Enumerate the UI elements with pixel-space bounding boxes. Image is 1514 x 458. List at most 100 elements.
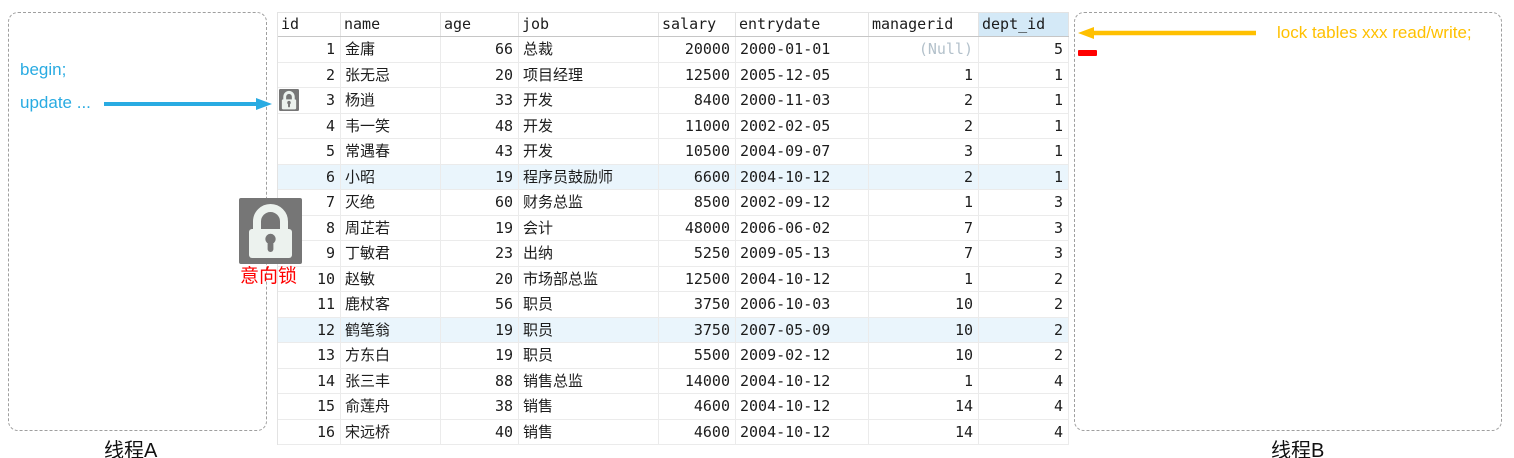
cell-dept_id: 1 bbox=[979, 88, 1069, 113]
cell-managerid: 10 bbox=[869, 292, 979, 317]
cell-dept_id: 1 bbox=[979, 164, 1069, 189]
cell-id: 13 bbox=[278, 343, 341, 368]
cell-job: 开发 bbox=[519, 88, 659, 113]
cell-id: 5 bbox=[278, 139, 341, 164]
table-row: 8 周芷若 19 会计 48000 2006-06-02 7 3 bbox=[278, 215, 1069, 241]
cell-id: 9 bbox=[278, 241, 341, 266]
cell-managerid: (Null) bbox=[869, 37, 979, 62]
table-row: 9 丁敏君 23 出纳 5250 2009-05-13 7 3 bbox=[278, 241, 1069, 267]
cell-age: 88 bbox=[441, 368, 519, 393]
cell-dept_id: 3 bbox=[979, 215, 1069, 240]
cell-dept_id: 2 bbox=[979, 266, 1069, 291]
cell-dept_id: 5 bbox=[979, 37, 1069, 62]
cell-salary: 11000 bbox=[659, 113, 736, 138]
cell-age: 19 bbox=[441, 317, 519, 342]
cell-name: 灭绝 bbox=[341, 190, 441, 215]
cell-age: 19 bbox=[441, 215, 519, 240]
cell-job: 开发 bbox=[519, 139, 659, 164]
cell-id: 11 bbox=[278, 292, 341, 317]
table-row: 6 小昭 19 程序员鼓励师 6600 2004-10-12 2 1 bbox=[278, 164, 1069, 190]
cell-name: 赵敏 bbox=[341, 266, 441, 291]
cell-entrydate: 2004-10-12 bbox=[736, 394, 869, 419]
cell-entrydate: 2000-01-01 bbox=[736, 37, 869, 62]
lock-tables-arrow-icon bbox=[1078, 27, 1256, 39]
column-header-job: job bbox=[519, 13, 659, 36]
cell-entrydate: 2000-11-03 bbox=[736, 88, 869, 113]
lock-tables-statement: lock tables xxx read/write; bbox=[1277, 23, 1472, 42]
cell-id: 4 bbox=[278, 113, 341, 138]
cell-dept_id: 1 bbox=[979, 113, 1069, 138]
cell-name: 宋远桥 bbox=[341, 419, 441, 444]
cell-job: 销售 bbox=[519, 419, 659, 444]
column-header-managerid: managerid bbox=[869, 13, 979, 36]
cell-managerid: 14 bbox=[869, 419, 979, 444]
cell-entrydate: 2006-06-02 bbox=[736, 215, 869, 240]
cell-age: 48 bbox=[441, 113, 519, 138]
cell-job: 财务总监 bbox=[519, 190, 659, 215]
cell-managerid: 3 bbox=[869, 139, 979, 164]
cell-salary: 48000 bbox=[659, 215, 736, 240]
cell-managerid: 7 bbox=[869, 215, 979, 240]
cell-salary: 14000 bbox=[659, 368, 736, 393]
cell-name: 俞莲舟 bbox=[341, 394, 441, 419]
table-row: 16 宋远桥 40 销售 4600 2004-10-12 14 4 bbox=[278, 419, 1069, 445]
intent-lock-icon bbox=[239, 198, 302, 264]
cell-salary: 3750 bbox=[659, 317, 736, 342]
table-row: 1 金庸 66 总裁 20000 2000-01-01 (Null) 5 bbox=[278, 37, 1069, 63]
cell-dept_id: 2 bbox=[979, 343, 1069, 368]
cell-salary: 12500 bbox=[659, 62, 736, 87]
cell-name: 丁敏君 bbox=[341, 241, 441, 266]
table-row: 5 常遇春 43 开发 10500 2004-09-07 3 1 bbox=[278, 139, 1069, 165]
cell-entrydate: 2004-10-12 bbox=[736, 164, 869, 189]
cell-salary: 6600 bbox=[659, 164, 736, 189]
cell-dept_id: 4 bbox=[979, 394, 1069, 419]
cell-job: 职员 bbox=[519, 317, 659, 342]
cell-managerid: 2 bbox=[869, 88, 979, 113]
cell-managerid: 14 bbox=[869, 394, 979, 419]
cell-name: 周芷若 bbox=[341, 215, 441, 240]
cell-entrydate: 2005-12-05 bbox=[736, 62, 869, 87]
cell-job: 项目经理 bbox=[519, 62, 659, 87]
red-mark bbox=[1078, 50, 1097, 56]
cell-salary: 12500 bbox=[659, 266, 736, 291]
cell-age: 19 bbox=[441, 164, 519, 189]
cell-id: 8 bbox=[278, 215, 341, 240]
cell-job: 会计 bbox=[519, 215, 659, 240]
column-header-age: age bbox=[441, 13, 519, 36]
cell-id: 10 bbox=[278, 266, 341, 291]
cell-age: 20 bbox=[441, 266, 519, 291]
cell-name: 方东白 bbox=[341, 343, 441, 368]
cell-name: 鹿杖客 bbox=[341, 292, 441, 317]
cell-age: 19 bbox=[441, 343, 519, 368]
cell-dept_id: 2 bbox=[979, 317, 1069, 342]
cell-age: 38 bbox=[441, 394, 519, 419]
null-value: (Null) bbox=[918, 40, 973, 58]
update-statement: update ... bbox=[20, 93, 91, 112]
cell-job: 职员 bbox=[519, 343, 659, 368]
employee-table: id name age job salary entrydate managerid dept… bbox=[277, 12, 1069, 445]
cell-salary: 8400 bbox=[659, 88, 736, 113]
cell-entrydate: 2009-02-12 bbox=[736, 343, 869, 368]
cell-entrydate: 2002-02-05 bbox=[736, 113, 869, 138]
cell-name: 常遇春 bbox=[341, 139, 441, 164]
cell-name: 金庸 bbox=[341, 37, 441, 62]
cell-dept_id: 1 bbox=[979, 139, 1069, 164]
table-row: 10 赵敏 20 市场部总监 12500 2004-10-12 1 2 bbox=[278, 266, 1069, 292]
cell-job: 职员 bbox=[519, 292, 659, 317]
cell-salary: 4600 bbox=[659, 419, 736, 444]
cell-job: 市场部总监 bbox=[519, 266, 659, 291]
table-row: 3 杨逍 33 开发 8400 2000-11-03 2 1 bbox=[278, 88, 1069, 114]
cell-age: 33 bbox=[441, 88, 519, 113]
cell-id: 16 bbox=[278, 419, 341, 444]
cell-name: 鹤笔翁 bbox=[341, 317, 441, 342]
update-arrow-icon bbox=[104, 98, 272, 110]
cell-name: 张无忌 bbox=[341, 62, 441, 87]
cell-salary: 3750 bbox=[659, 292, 736, 317]
cell-id: 15 bbox=[278, 394, 341, 419]
table-row: 2 张无忌 20 项目经理 12500 2005-12-05 1 1 bbox=[278, 62, 1069, 88]
cell-salary: 20000 bbox=[659, 37, 736, 62]
table-row: 14 张三丰 88 销售总监 14000 2004-10-12 1 4 bbox=[278, 368, 1069, 394]
cell-entrydate: 2009-05-13 bbox=[736, 241, 869, 266]
cell-entrydate: 2002-09-12 bbox=[736, 190, 869, 215]
cell-age: 43 bbox=[441, 139, 519, 164]
